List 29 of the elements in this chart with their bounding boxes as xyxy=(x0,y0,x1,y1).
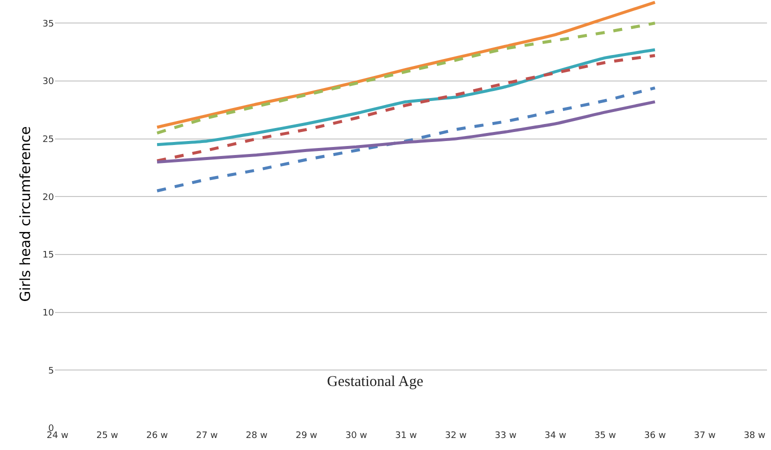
x-axis-title: Gestational Age xyxy=(327,374,424,390)
line-series xyxy=(156,54,656,162)
y-tick-label: 5 xyxy=(48,366,54,376)
x-tick-label: 25 w xyxy=(96,431,118,441)
x-tick-label: 26 w xyxy=(146,431,168,441)
y-tick-label: 20 xyxy=(42,192,54,203)
y-tick-label: 25 xyxy=(42,134,54,145)
y-axis-title: Girls head circumference xyxy=(18,126,34,302)
line-series xyxy=(156,48,656,146)
y-tick-label: 35 xyxy=(42,19,54,30)
x-tick-label: 32 w xyxy=(444,431,467,441)
x-tick-label: 31 w xyxy=(395,431,417,441)
x-tick-label: 38 w xyxy=(744,431,766,441)
x-tick-label: 36 w xyxy=(644,431,666,441)
x-tick-label: 34 w xyxy=(544,431,566,441)
x-tick-label: 33 w xyxy=(494,431,516,441)
line-series xyxy=(156,22,656,135)
line-series xyxy=(156,86,656,192)
y-tick-label: 30 xyxy=(42,77,54,88)
line-series xyxy=(156,0,656,129)
line-series xyxy=(156,100,656,164)
x-tick-label: 35 w xyxy=(594,431,616,441)
x-tick-label: 30 w xyxy=(345,431,368,441)
x-tick-label: 27 w xyxy=(196,431,218,441)
x-tick-label: 37 w xyxy=(694,431,716,441)
y-tick-label: 10 xyxy=(42,308,54,318)
y-tick-label: 15 xyxy=(42,250,54,261)
x-tick-label: 28 w xyxy=(246,431,268,441)
x-tick-label: 29 w xyxy=(296,431,318,441)
